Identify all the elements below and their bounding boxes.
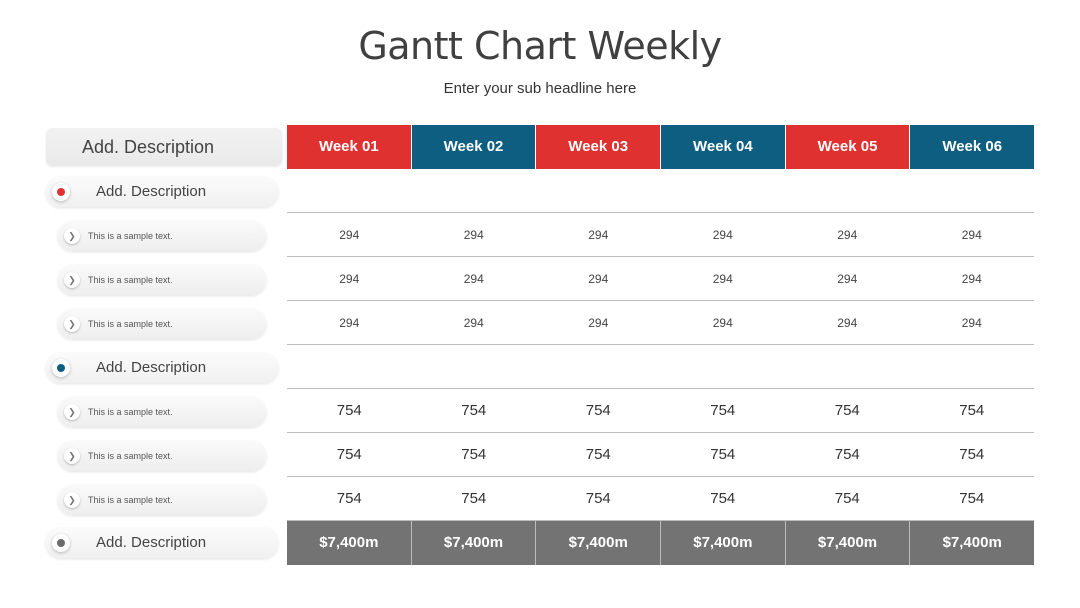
total-cell: $7,400m: [910, 521, 1035, 565]
table-cell: 294: [712, 316, 733, 330]
week-header-cell: Week 02: [411, 125, 537, 169]
group-spacer-row: [287, 345, 1034, 389]
chevron-right-icon: ❯: [64, 404, 80, 420]
table-cell: 754: [959, 402, 985, 419]
table-cell: 294: [837, 228, 858, 242]
group-label: Add. Description: [96, 359, 207, 376]
totals-row: $7,400m $7,400m $7,400m $7,400m $7,400m …: [287, 521, 1035, 565]
table-cell: 294: [712, 272, 733, 286]
table-cell: 294: [712, 228, 733, 242]
item-pill[interactable]: ❯ This is a sample text.: [58, 265, 266, 295]
table-cell: 754: [710, 402, 736, 419]
table-cell: 294: [588, 228, 609, 242]
item-pill[interactable]: ❯ This is a sample text.: [58, 221, 266, 251]
item-pill[interactable]: ❯ This is a sample text.: [58, 309, 266, 339]
week-header-cell: Week 03: [536, 125, 662, 169]
table-cell: 754: [959, 446, 985, 463]
total-cell: $7,400m: [661, 521, 786, 565]
table-cell: 294: [588, 316, 609, 330]
table-cell: 754: [959, 490, 985, 507]
table-cell: 294: [961, 272, 982, 286]
table-cell: 294: [339, 272, 360, 286]
radio-dot-icon: [52, 183, 70, 201]
group-pill-2[interactable]: Add. Description: [46, 353, 278, 383]
table-cell: 754: [585, 402, 611, 419]
total-cell: $7,400m: [536, 521, 662, 565]
description-header: Add. Description: [46, 128, 282, 166]
table-row: 754 754 754 754 754 754: [287, 477, 1034, 521]
table-cell: 754: [336, 446, 362, 463]
group-label: Add. Description: [96, 534, 207, 551]
table-cell: 754: [710, 446, 736, 463]
radio-dot-icon: [52, 359, 70, 377]
table-cell: 754: [336, 490, 362, 507]
chevron-right-icon: ❯: [64, 448, 80, 464]
page-title: Gantt Chart Weekly: [358, 24, 722, 68]
item-label: This is a sample text.: [88, 275, 173, 285]
group-spacer-row: [287, 169, 1034, 213]
item-pill[interactable]: ❯ This is a sample text.: [58, 397, 266, 427]
table-cell: 754: [585, 446, 611, 463]
table-cell: 754: [461, 446, 487, 463]
table-cell: 754: [834, 402, 860, 419]
table-row: 294 294 294 294 294 294: [287, 257, 1034, 301]
table-row: 754 754 754 754 754 754: [287, 433, 1034, 477]
gantt-table: Week 01 Week 02 Week 03 Week 04 Week 05 …: [287, 125, 1035, 565]
chevron-right-icon: ❯: [64, 316, 80, 332]
table-cell: 294: [339, 228, 360, 242]
table-cell: 294: [837, 272, 858, 286]
chevron-right-icon: ❯: [64, 272, 80, 288]
item-label: This is a sample text.: [88, 319, 173, 329]
table-cell: 294: [463, 316, 484, 330]
item-label: This is a sample text.: [88, 451, 173, 461]
total-cell: $7,400m: [411, 521, 537, 565]
week-header-cell: Week 05: [785, 125, 911, 169]
table-cell: 294: [961, 316, 982, 330]
radio-dot-icon: [52, 534, 70, 552]
item-pill[interactable]: ❯ This is a sample text.: [58, 485, 266, 515]
table-cell: 294: [463, 272, 484, 286]
table-cell: 294: [588, 272, 609, 286]
table-cell: 294: [339, 316, 360, 330]
table-cell: 754: [585, 490, 611, 507]
group-pill-1[interactable]: Add. Description: [46, 177, 278, 207]
table-row: 294 294 294 294 294 294: [287, 213, 1034, 257]
total-cell: $7,400m: [287, 521, 412, 565]
table-cell: 754: [710, 490, 736, 507]
item-label: This is a sample text.: [88, 231, 173, 241]
chevron-right-icon: ❯: [64, 228, 80, 244]
item-label: This is a sample text.: [88, 407, 173, 417]
table-cell: 754: [834, 446, 860, 463]
table-cell: 294: [837, 316, 858, 330]
group-pill-3[interactable]: Add. Description: [46, 528, 278, 558]
chevron-right-icon: ❯: [64, 492, 80, 508]
table-row: 754 754 754 754 754 754: [287, 389, 1034, 433]
week-header-cell: Week 01: [287, 125, 412, 169]
table-cell: 754: [461, 402, 487, 419]
table-cell: 754: [461, 490, 487, 507]
week-header-cell: Week 06: [910, 125, 1035, 169]
group-label: Add. Description: [96, 183, 207, 200]
page-subtitle: Enter your sub headline here: [443, 80, 637, 97]
table-cell: 754: [834, 490, 860, 507]
table-cell: 754: [336, 402, 362, 419]
table-cell: 294: [463, 228, 484, 242]
week-header-cell: Week 04: [661, 125, 786, 169]
item-label: This is a sample text.: [88, 495, 173, 505]
week-header-row: Week 01 Week 02 Week 03 Week 04 Week 05 …: [287, 125, 1035, 169]
total-cell: $7,400m: [785, 521, 911, 565]
item-pill[interactable]: ❯ This is a sample text.: [58, 441, 266, 471]
table-row: 294 294 294 294 294 294: [287, 301, 1034, 345]
table-cell: 294: [961, 228, 982, 242]
